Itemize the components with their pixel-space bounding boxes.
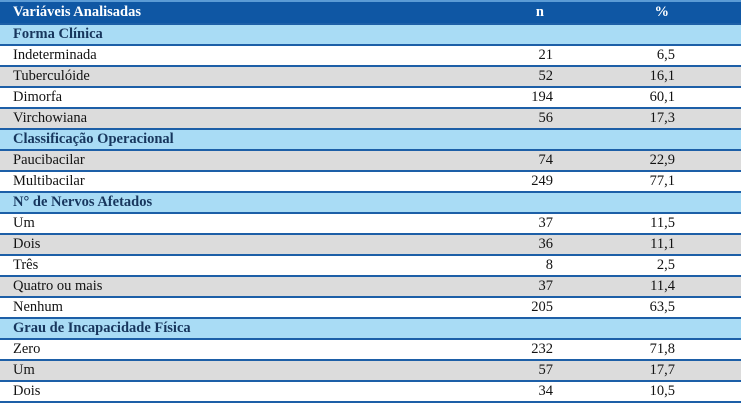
column-header-n: n [535, 4, 544, 20]
row-n-value: 52 [538, 68, 554, 84]
row-n-value: 37 [538, 278, 554, 294]
row-label: Indeterminada [13, 47, 97, 63]
table-row: Um 37 11,5 [0, 213, 741, 234]
row-label: Paucibacilar [13, 152, 85, 168]
table-row: Quatro ou mais 37 11,4 [0, 276, 741, 297]
table-row: Três 8 2,5 [0, 255, 741, 276]
section-label: Grau de Incapacidade Física [13, 320, 191, 336]
table-row: Tuberculóide 52 16,1 [0, 66, 741, 87]
row-n-value: 21 [538, 47, 554, 63]
row-percent-value: 77,1 [649, 173, 675, 189]
table-row: Dois 36 11,1 [0, 234, 741, 255]
section-row-nervos-afetados: N° de Nervos Afetados [0, 192, 741, 213]
row-label: Três [13, 257, 39, 273]
row-n-value: 249 [531, 173, 553, 189]
table-row: Multibacilar 249 77,1 [0, 171, 741, 192]
column-header-percent: % [654, 4, 670, 20]
section-row-classificacao-operacional: Classificação Operacional [0, 129, 741, 150]
table-row: Dois 34 10,5 [0, 381, 741, 402]
row-percent-value: 2,5 [656, 257, 675, 273]
row-percent-value: 16,1 [649, 68, 675, 84]
row-label: Zero [13, 341, 41, 357]
table-header-row: Variáveis Analisadas n % [0, 1, 741, 24]
row-n-value: 74 [538, 152, 554, 168]
row-percent-value: 11,4 [650, 278, 675, 294]
section-label: N° de Nervos Afetados [13, 194, 153, 210]
row-n-value: 194 [531, 89, 553, 105]
row-label: Dimorfa [13, 89, 63, 105]
row-label: Virchowiana [13, 110, 88, 126]
section-row-forma-clinica: Forma Clínica [0, 24, 741, 45]
row-percent-value: 63,5 [649, 299, 675, 315]
row-n-value: 56 [538, 110, 554, 126]
section-row-grau-incapacidade: Grau de Incapacidade Física [0, 318, 741, 339]
row-percent-value: 60,1 [649, 89, 675, 105]
row-n-value: 34 [538, 383, 554, 399]
row-percent-value: 17,7 [649, 362, 675, 378]
row-label: Dois [13, 236, 41, 252]
section-label: Forma Clínica [13, 26, 103, 42]
table-row: Um 57 17,7 [0, 360, 741, 381]
row-n-value: 232 [531, 341, 553, 357]
row-label: Um [13, 215, 35, 231]
section-label: Classificação Operacional [13, 131, 174, 147]
table-row: Indeterminada 21 6,5 [0, 45, 741, 66]
row-label: Multibacilar [13, 173, 85, 189]
row-percent-value: 22,9 [649, 152, 675, 168]
table-row: Virchowiana 56 17,3 [0, 108, 741, 129]
row-n-value: 57 [538, 362, 554, 378]
row-label: Quatro ou mais [13, 278, 103, 294]
row-n-value: 8 [545, 257, 553, 273]
table-row: Zero 232 71,8 [0, 339, 741, 360]
row-percent-value: 11,1 [650, 236, 675, 252]
column-header-variable: Variáveis Analisadas [13, 4, 141, 20]
row-n-value: 205 [531, 299, 553, 315]
row-percent-value: 10,5 [649, 383, 675, 399]
row-label: Um [13, 362, 35, 378]
row-percent-value: 17,3 [649, 110, 675, 126]
row-percent-value: 6,5 [656, 47, 675, 63]
table-row: Nenhum 205 63,5 [0, 297, 741, 318]
row-percent-value: 71,8 [649, 341, 675, 357]
row-label: Dois [13, 383, 41, 399]
table-row: Dimorfa 194 60,1 [0, 87, 741, 108]
row-label: Nenhum [13, 299, 63, 315]
table-row: Paucibacilar 74 22,9 [0, 150, 741, 171]
row-percent-value: 11,5 [650, 215, 675, 231]
row-n-value: 36 [538, 236, 554, 252]
row-label: Tuberculóide [13, 68, 90, 84]
row-n-value: 37 [538, 215, 554, 231]
